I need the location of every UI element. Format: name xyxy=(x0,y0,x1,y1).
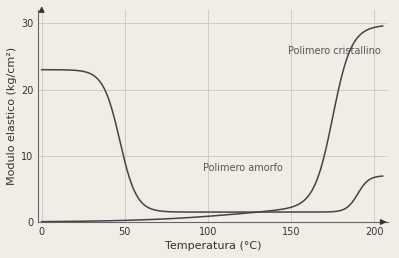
Y-axis label: Modulo elastico (kg/cm²): Modulo elastico (kg/cm²) xyxy=(7,47,17,185)
Text: Polimero amorfo: Polimero amorfo xyxy=(203,163,283,173)
Text: Polimero cristallino: Polimero cristallino xyxy=(288,46,381,56)
X-axis label: Temperatura (°C): Temperatura (°C) xyxy=(165,241,261,251)
